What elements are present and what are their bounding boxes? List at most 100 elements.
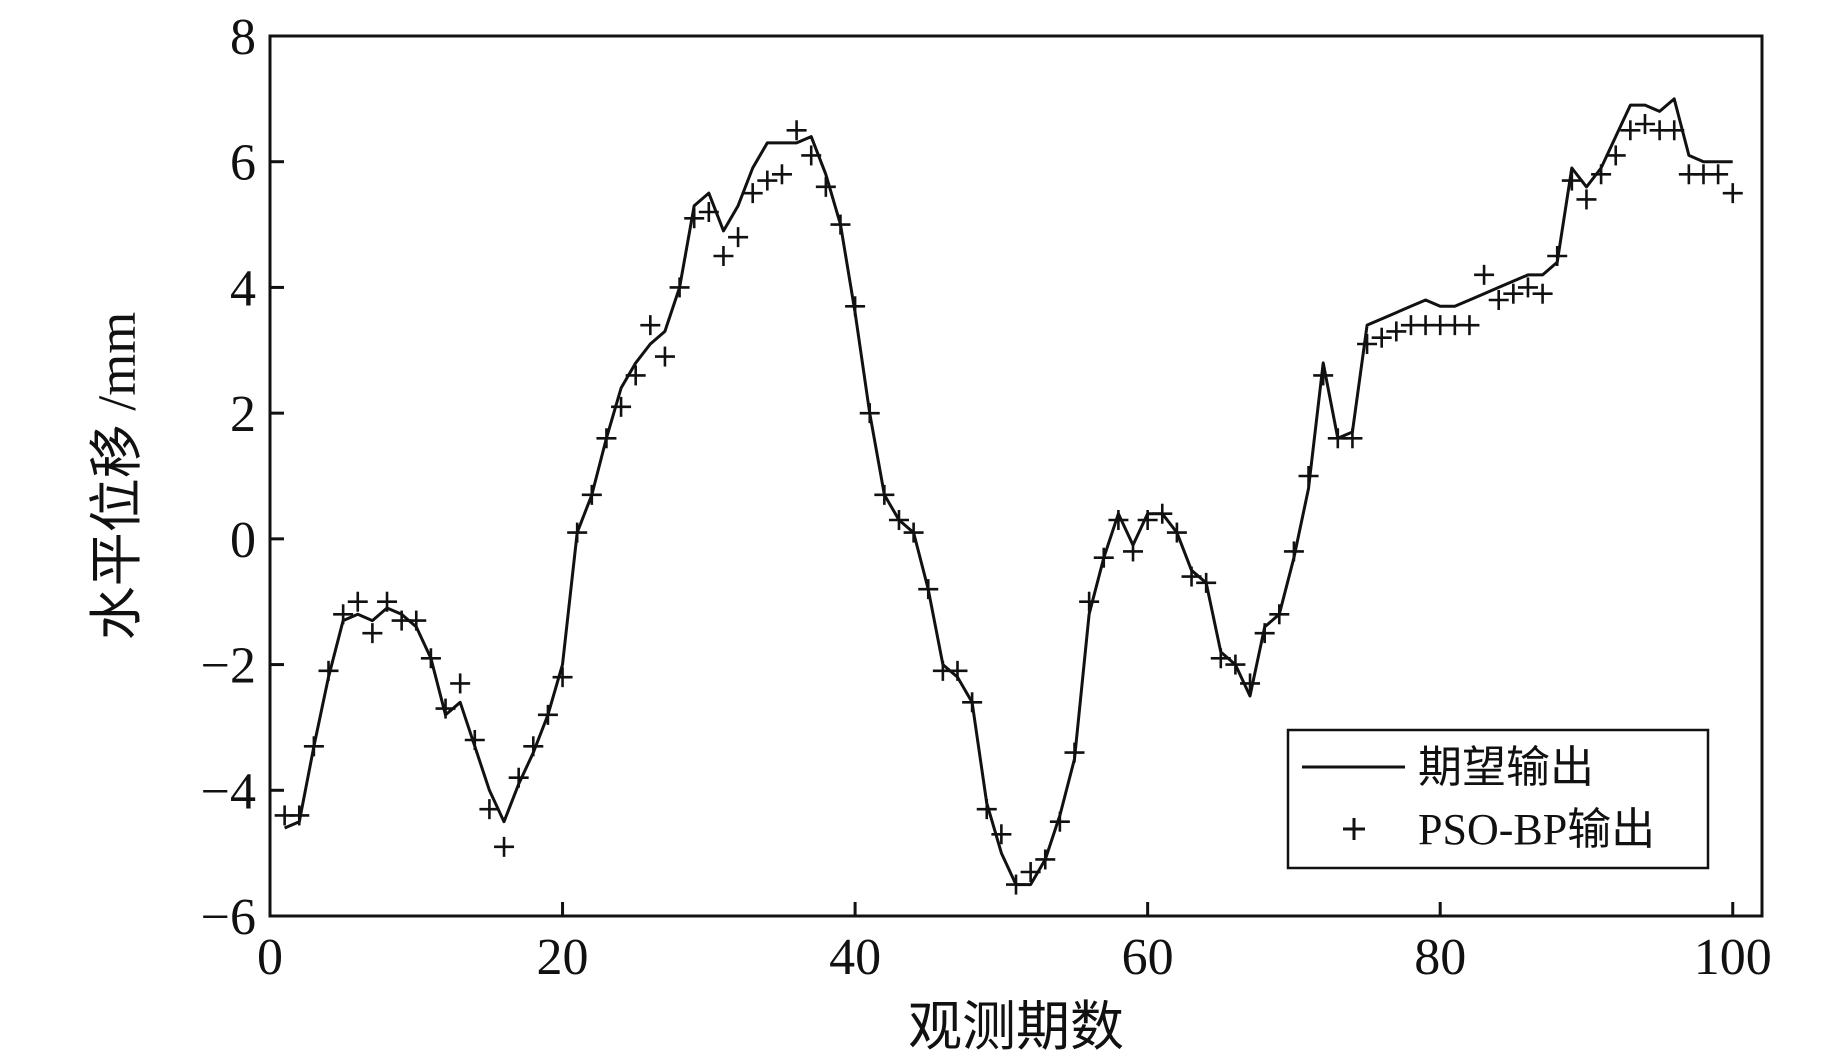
pso-bp-marker <box>508 767 529 788</box>
pso-bp-marker <box>1064 742 1085 763</box>
pso-bp-marker <box>1123 541 1144 562</box>
pso-bp-marker <box>523 736 544 757</box>
tick-labels: 0 20 40 60 80 100 −6 −4 −2 0 2 4 6 8 <box>201 9 1772 986</box>
pso-bp-marker <box>684 208 705 229</box>
pso-bp-marker <box>859 403 880 424</box>
pso-bp-marker <box>801 145 822 166</box>
pso-bp-marker <box>1166 522 1187 543</box>
pso-bp-marker <box>1503 283 1524 304</box>
pso-bp-marker <box>1079 591 1100 612</box>
pso-bp-marker <box>1517 277 1538 298</box>
x-tick-label: 40 <box>829 929 881 986</box>
legend-box <box>1286 728 1710 870</box>
pso-bp-marker <box>918 579 939 600</box>
pso-bp-marker <box>888 510 909 530</box>
pso-bp-marker <box>1006 874 1026 895</box>
pso-bp-marker <box>406 610 427 631</box>
pso-bp-marker <box>435 698 456 719</box>
plot-frame <box>268 34 1764 918</box>
pso-bp-marker <box>1722 183 1743 204</box>
x-tick-label: 80 <box>1414 929 1466 986</box>
pso-bp-marker <box>1035 849 1056 870</box>
pso-bp-marker <box>494 836 515 857</box>
pso-bp-marker <box>713 246 734 266</box>
pso-bp-marker <box>625 365 646 386</box>
pso-bp-marker <box>1210 648 1231 669</box>
pso-bp-marker <box>874 484 895 505</box>
pso-bp-marker <box>1605 145 1626 166</box>
y-tick-label: 8 <box>230 9 256 66</box>
x-tick-label: 100 <box>1694 929 1772 986</box>
pso-bp-marker <box>1488 290 1509 310</box>
x-axis-title: 观测期数 <box>908 997 1124 1057</box>
pso-bp-marker <box>742 183 763 204</box>
pso-bp-marker <box>1269 604 1290 625</box>
pso-bp-marker <box>1561 170 1582 191</box>
pso-bp-marker <box>567 522 588 543</box>
pso-bp-marker <box>1196 572 1217 593</box>
pso-bp-marker <box>845 296 866 317</box>
pso-bp-marker <box>976 799 997 820</box>
pso-bp-marker <box>1049 811 1070 832</box>
pso-bp-marker <box>640 315 661 336</box>
pso-bp-marker <box>757 170 778 191</box>
pso-bp-marker <box>596 428 617 449</box>
pso-bp-marker <box>771 164 792 185</box>
x-tick-label: 20 <box>537 929 589 986</box>
y-tick-label: −6 <box>201 889 256 946</box>
pso-bp-marker <box>464 730 485 750</box>
x-tick-label: 60 <box>1122 929 1174 986</box>
pso-bp-marker <box>1181 566 1202 587</box>
pso-bp-marker <box>1254 623 1275 644</box>
pso-bp-marker <box>1093 547 1114 568</box>
pso-bp-marker <box>698 202 719 222</box>
legend: 期望输出 PSO-BP输出 <box>1286 728 1710 870</box>
legend-label-pso-bp: PSO-BP输出 <box>1418 805 1655 854</box>
pso-bp-marker <box>303 736 324 757</box>
pso-bp-marker <box>1591 164 1612 185</box>
pso-bp-marker <box>479 799 500 820</box>
axis-ticks <box>268 34 1735 918</box>
pso-bp-marker <box>1708 164 1729 185</box>
pso-bp-marker <box>1532 283 1553 304</box>
pso-bp-marker <box>1108 510 1129 530</box>
y-tick-label: −2 <box>201 638 256 695</box>
pso-bp-marker <box>1547 246 1568 266</box>
pso-bp-marker <box>962 692 983 713</box>
pso-bp-marker <box>552 667 573 688</box>
pso-bp-marker <box>1137 510 1158 530</box>
expected-output-line <box>284 97 1733 887</box>
pso-bp-marker <box>537 704 558 725</box>
pso-bp-marker <box>1634 114 1655 134</box>
legend-marker-swatch <box>1343 818 1365 840</box>
pso-bp-marker <box>1313 365 1334 386</box>
pso-bp-marker <box>830 214 851 235</box>
pso-bp-marker <box>318 660 339 681</box>
pso-bp-marker <box>1020 862 1041 882</box>
pso-bp-marker <box>347 591 368 612</box>
pso-bp-marker <box>1225 654 1246 675</box>
pso-bp-marker <box>1664 120 1685 141</box>
y-tick-label: 2 <box>230 386 256 443</box>
pso-bp-output-series <box>274 114 1743 895</box>
legend-label-expected: 期望输出 <box>1418 743 1594 792</box>
pso-bp-marker <box>450 673 471 694</box>
pso-bp-marker <box>1152 503 1173 524</box>
y-tick-label: 4 <box>230 260 256 317</box>
pso-bp-marker <box>991 824 1012 845</box>
y-tick-label: −4 <box>201 763 256 820</box>
pso-bp-marker <box>1474 264 1495 285</box>
pso-bp-marker <box>333 604 354 625</box>
pso-bp-marker <box>581 484 602 505</box>
pso-bp-marker <box>1459 315 1480 336</box>
pso-bp-marker <box>947 660 968 681</box>
pso-bp-marker <box>728 227 749 248</box>
pso-bp-marker <box>1576 189 1597 210</box>
expected-output-series <box>284 97 1733 887</box>
pso-bp-marker <box>1371 327 1392 348</box>
pso-bp-marker <box>654 346 675 367</box>
pso-bp-marker <box>289 805 310 826</box>
y-axis-title: 水平位移 /mm <box>87 312 147 641</box>
pso-bp-marker <box>1283 541 1304 562</box>
